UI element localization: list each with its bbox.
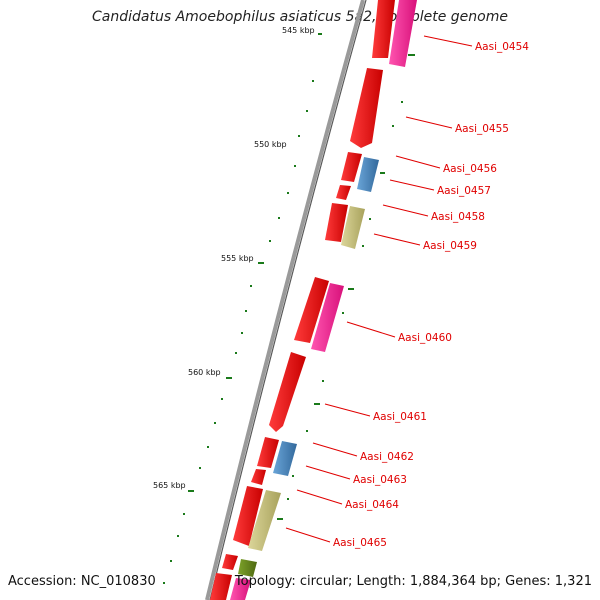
- gene-label[interactable]: Aasi_0455: [455, 123, 509, 135]
- gene-label[interactable]: Aasi_0460: [398, 332, 452, 344]
- cog-feature-khaki[interactable]: [341, 206, 365, 249]
- scale-label-545: 545 kbp: [282, 26, 315, 35]
- gene-label[interactable]: Aasi_0465: [333, 537, 387, 549]
- cds-feature[interactable]: [269, 352, 306, 432]
- scale-label-565: 565 kbp: [153, 481, 186, 490]
- cds-feature[interactable]: [350, 68, 383, 148]
- cog-feature-pink[interactable]: [230, 578, 251, 600]
- topology-text: Topology: circular; Length: 1,884,364 bp…: [234, 574, 592, 589]
- gene-label[interactable]: Aasi_0462: [360, 451, 414, 463]
- gc-skew-track: [277, 54, 415, 520]
- cog-feature-blue[interactable]: [273, 441, 297, 476]
- scale-label-550: 550 kbp: [254, 140, 287, 149]
- cog-feature-khaki[interactable]: [248, 490, 281, 551]
- cds-feature[interactable]: [233, 486, 263, 546]
- cds-feature[interactable]: [341, 152, 362, 182]
- scale-label-560: 560 kbp: [188, 368, 221, 377]
- gene-label[interactable]: Aasi_0454: [475, 41, 529, 53]
- gene-label[interactable]: Aasi_0457: [437, 185, 491, 197]
- genome-backbone: [205, 0, 365, 600]
- cog-feature-blue[interactable]: [357, 157, 379, 192]
- cds-feature[interactable]: [336, 185, 351, 200]
- gene-label[interactable]: Aasi_0456: [443, 163, 497, 175]
- genome-backbone-shadow: [209, 0, 367, 600]
- cog-feature-pink[interactable]: [311, 283, 344, 352]
- gene-label[interactable]: Aasi_0464: [345, 499, 399, 511]
- cds-feature[interactable]: [257, 437, 279, 468]
- cog-track[interactable]: [230, 0, 417, 600]
- scale-label-555: 555 kbp: [221, 254, 254, 263]
- cds-feature[interactable]: [222, 554, 238, 570]
- gene-label[interactable]: Aasi_0459: [423, 240, 477, 252]
- gene-labels: Aasi_0454 Aasi_0455 Aasi_0456 Aasi_0457 …: [333, 41, 529, 549]
- accession-text: Accession: NC_010830: [8, 574, 156, 589]
- gene-label[interactable]: Aasi_0461: [373, 411, 427, 423]
- cds-feature[interactable]: [325, 203, 348, 242]
- gene-label[interactable]: Aasi_0463: [353, 474, 407, 486]
- label-leaders: [285, 35, 473, 543]
- cds-track[interactable]: [210, 0, 395, 600]
- cds-feature[interactable]: [251, 469, 266, 485]
- cog-feature-pink[interactable]: [389, 0, 417, 67]
- cog-feature-olive[interactable]: [238, 559, 257, 577]
- cds-feature[interactable]: [210, 573, 232, 600]
- cds-feature[interactable]: [294, 277, 329, 343]
- gc-content-track: [163, 33, 322, 584]
- gene-label[interactable]: Aasi_0458: [431, 211, 485, 223]
- cds-feature[interactable]: [372, 0, 395, 58]
